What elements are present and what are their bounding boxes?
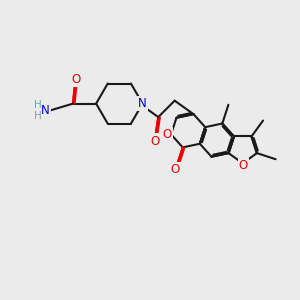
Text: O: O [239,159,248,172]
Text: H: H [34,100,42,110]
Text: O: O [71,73,80,86]
Text: H: H [34,111,42,121]
Text: N: N [41,104,50,117]
Text: O: O [170,163,180,176]
Text: O: O [151,134,160,148]
Text: N: N [138,97,147,110]
Text: O: O [163,128,172,141]
